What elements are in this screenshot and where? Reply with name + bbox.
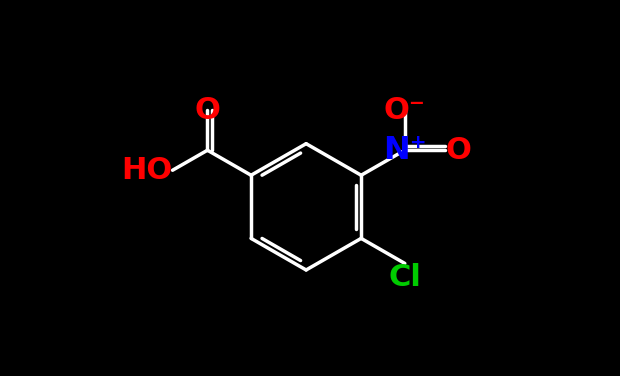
Text: O: O [445, 136, 471, 165]
Text: O⁻: O⁻ [384, 96, 426, 125]
Text: N⁺: N⁺ [383, 135, 427, 166]
Text: Cl: Cl [388, 264, 421, 293]
Text: HO: HO [122, 156, 172, 185]
Text: O: O [195, 96, 220, 125]
